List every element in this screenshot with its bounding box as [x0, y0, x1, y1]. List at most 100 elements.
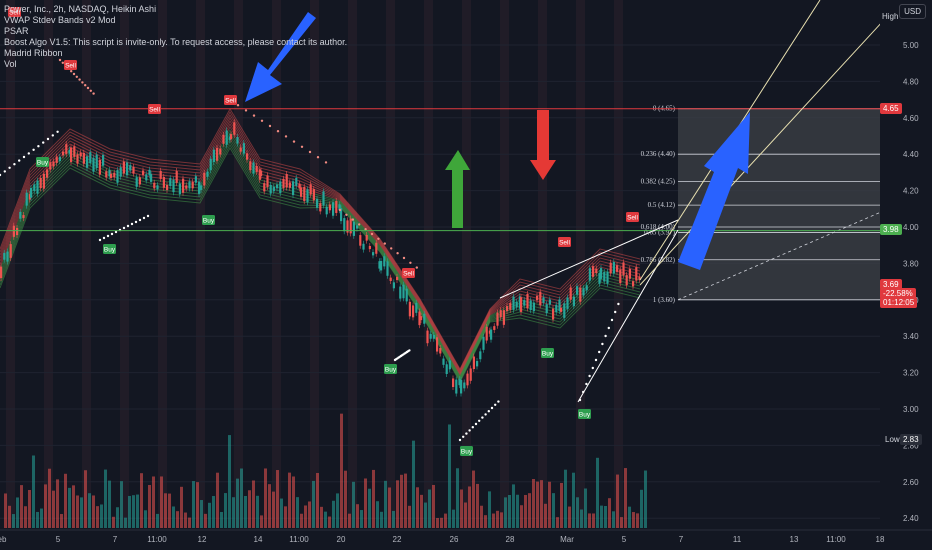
- volume-bar: [540, 480, 543, 528]
- psar-dot: [276, 130, 280, 133]
- candle-body: [55, 156, 58, 163]
- candle-body: [595, 268, 598, 274]
- candle-body: [95, 154, 98, 169]
- candle-body: [332, 202, 335, 216]
- psar-dot: [377, 237, 380, 240]
- time-axis[interactable]: eb 5 7 11:00 12 14 11:00 20 22 26 28 Mar 5 7 11 13 11:00…: [0, 529, 932, 544]
- candle-body: [340, 208, 343, 222]
- candle-body: [445, 364, 448, 374]
- psar-dot: [236, 104, 240, 107]
- candle-body: [126, 162, 129, 176]
- volume-bar: [216, 472, 219, 528]
- volume-bar: [412, 440, 415, 528]
- indicator-madrid-ribbon[interactable]: Madrid Ribbon: [4, 48, 63, 58]
- price-tick: 4.60: [903, 114, 919, 123]
- candle-body: [188, 181, 191, 189]
- volume-bar: [16, 497, 19, 528]
- candle-body: [255, 165, 258, 172]
- psar-dot: [32, 148, 35, 151]
- fib-level-label: 0.236 (4.40): [641, 150, 676, 158]
- candle-body: [216, 147, 219, 161]
- psar-dot: [86, 86, 90, 90]
- candle-body: [3, 252, 6, 260]
- volume-bar: [416, 487, 419, 528]
- volume-bar: [616, 474, 619, 528]
- volume-bar: [452, 509, 455, 528]
- psar-dot: [114, 230, 118, 234]
- price-axis[interactable]: 5.004.804.604.404.204.003.803.603.403.20…: [880, 0, 932, 550]
- candle-body: [585, 285, 588, 291]
- signal-buy-badge: [578, 409, 591, 419]
- volume-bar: [96, 506, 99, 528]
- psar-dot: [146, 214, 150, 218]
- indicator-volume[interactable]: Vol: [4, 59, 17, 69]
- volume-bar: [24, 506, 27, 528]
- volume-bar: [192, 481, 195, 528]
- time-tick: 26: [450, 535, 459, 544]
- candle-body: [295, 177, 298, 186]
- horizontal-lines[interactable]: [0, 108, 880, 232]
- psar-dot: [617, 302, 620, 306]
- volume-bar: [288, 472, 291, 528]
- signal-sell-label: Sell: [559, 240, 570, 247]
- candle-body: [552, 308, 555, 320]
- volume-bar: [212, 496, 215, 528]
- volume-bar: [480, 505, 483, 528]
- candle-body: [110, 173, 113, 178]
- candle-body: [532, 302, 535, 312]
- candle-body: [536, 295, 539, 301]
- time-tick: 11:00: [289, 535, 309, 544]
- candle-body: [82, 152, 85, 164]
- candle-body: [572, 296, 575, 307]
- candle-body: [191, 181, 194, 189]
- candle-body: [579, 287, 582, 302]
- psar-dot: [409, 261, 412, 264]
- volume-bar: [276, 470, 279, 528]
- candle-body: [39, 177, 42, 189]
- time-tick: 11:00: [826, 535, 846, 544]
- volume-bar: [596, 457, 599, 528]
- indicator-vwap[interactable]: VWAP Stdev Bands v2 Mod: [4, 15, 116, 25]
- candle-body: [616, 265, 619, 272]
- symbol-title[interactable]: Power, Inc., 2h, NASDAQ, Heikin Ashi: [4, 4, 157, 14]
- volume-bar: [488, 491, 491, 528]
- candle-body: [558, 299, 561, 312]
- candle-body: [386, 261, 389, 276]
- time-tick: 5: [622, 535, 627, 544]
- psar-dot: [8, 166, 11, 169]
- volume-bar: [104, 469, 107, 528]
- signal-buy-label: Buy: [461, 449, 473, 456]
- volume-bar: [308, 501, 311, 528]
- candle-body: [592, 266, 595, 277]
- volume-bar: [8, 505, 11, 528]
- psar-dot: [358, 223, 361, 226]
- volume-bar: [436, 517, 439, 528]
- candle-body: [260, 170, 263, 177]
- candle-body: [303, 186, 306, 202]
- session-band: [576, 0, 585, 528]
- price-tick: 3.80: [903, 259, 919, 268]
- volume-bar: [388, 487, 391, 528]
- currency-button[interactable]: USD: [899, 4, 926, 19]
- candle-body: [246, 153, 249, 160]
- volume-bar: [44, 484, 47, 528]
- volume-bar: [304, 505, 307, 528]
- candle-body: [316, 198, 319, 208]
- volume-bar: [284, 506, 287, 528]
- candle-body: [49, 162, 52, 170]
- time-tick: 14: [254, 535, 263, 544]
- candle-body: [279, 181, 282, 194]
- volume-bar: [632, 512, 635, 528]
- volume-bar: [432, 484, 435, 528]
- indicator-psar[interactable]: PSAR: [4, 26, 29, 36]
- indicator-boost-algo[interactable]: Boost Algo V1.5: This script is invite-o…: [4, 37, 348, 47]
- volume-bar: [396, 480, 399, 528]
- time-tick: 7: [679, 535, 684, 544]
- candle-body: [86, 156, 89, 168]
- volume-bar: [344, 470, 347, 528]
- price-badge-change: -22.58%: [880, 288, 916, 299]
- psar-dot: [478, 419, 481, 422]
- volume-bar: [124, 517, 127, 528]
- volume-bar: [460, 489, 463, 528]
